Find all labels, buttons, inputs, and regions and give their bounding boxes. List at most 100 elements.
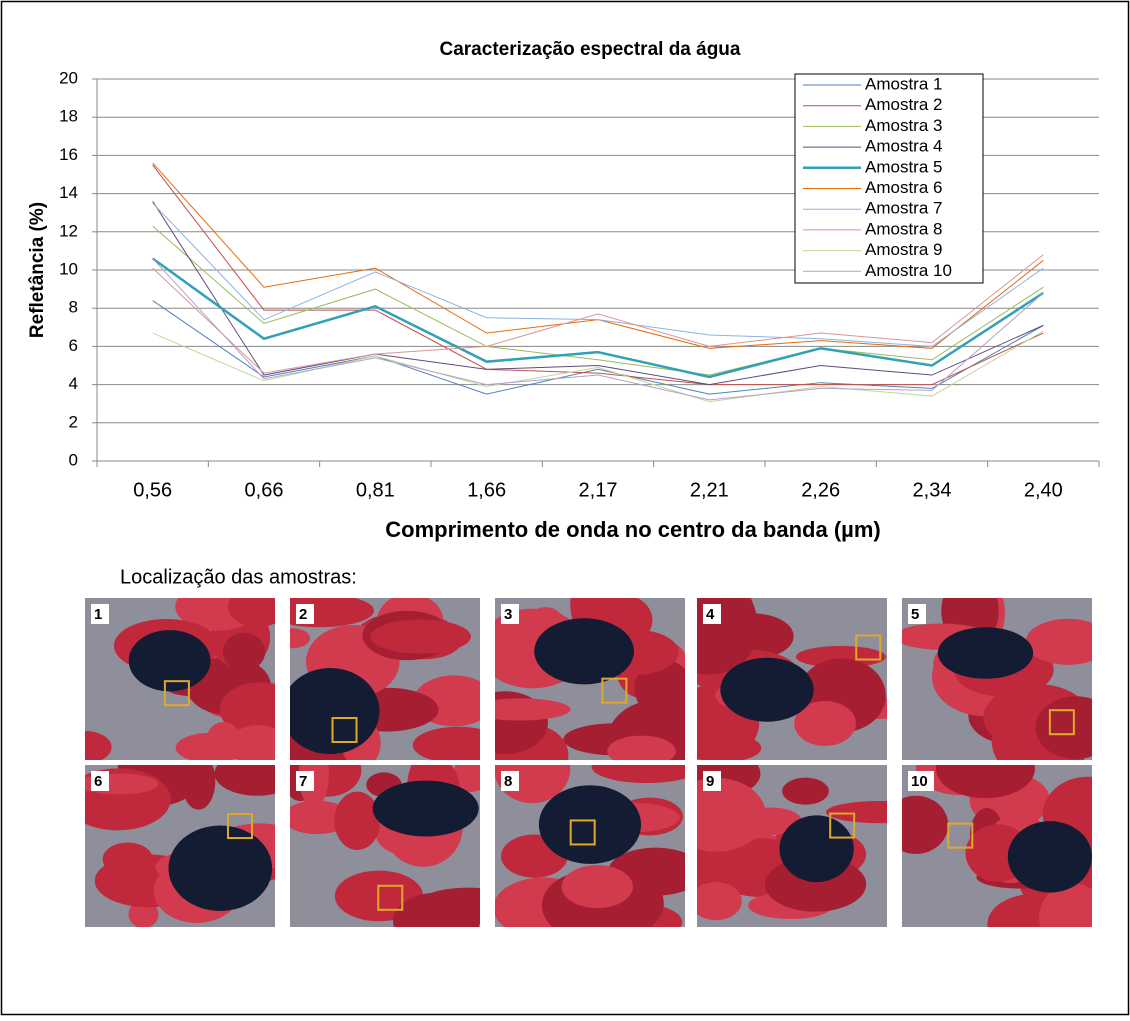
x-tick-label: 2,26 — [801, 479, 840, 501]
label-box — [296, 604, 314, 624]
vegetation-patch — [607, 735, 676, 760]
sample-thumbnail: 10 — [902, 765, 1092, 927]
sample-box — [1048, 709, 1075, 736]
legend-label: Amostra 10 — [865, 261, 952, 280]
vegetation-patch — [370, 619, 471, 654]
sample-thumbnail: 4 — [697, 598, 887, 760]
thumb-image: 7 — [290, 765, 480, 927]
y-tick-label: 20 — [59, 68, 78, 87]
thumb-label: 4 — [706, 606, 715, 623]
thumb-image: 5 — [902, 598, 1092, 760]
thumb-image: 8 — [495, 765, 685, 927]
y-tick-label: 6 — [69, 336, 78, 355]
sample-box — [163, 680, 190, 707]
x-tick-label: 2,40 — [1024, 479, 1063, 501]
thumb-image: 2 — [290, 598, 480, 760]
sample-box — [947, 822, 974, 849]
water-body — [720, 657, 814, 722]
x-axis-title: Comprimento de onda no centro da banda (… — [385, 517, 880, 542]
x-tick-label: 0,81 — [356, 479, 395, 501]
y-tick-label: 0 — [69, 450, 78, 469]
vegetation-patch — [181, 765, 216, 810]
series-line — [152, 225, 1044, 376]
legend-label: Amostra 3 — [865, 116, 942, 135]
sample-thumbnail: 1 — [85, 598, 275, 760]
vegetation-patch — [782, 777, 829, 805]
vegetation-patch — [228, 598, 275, 628]
vegetation-patch — [634, 659, 685, 718]
thumb-image: 3 — [495, 598, 685, 760]
vegetation-patch — [697, 777, 766, 852]
series-line — [152, 330, 1044, 403]
y-tick-label: 14 — [59, 183, 78, 202]
y-tick-label: 2 — [69, 412, 78, 431]
sample-box — [601, 677, 628, 704]
label-box — [501, 604, 519, 624]
water-body — [937, 627, 1034, 679]
thumb-image: 10 — [902, 765, 1092, 927]
legend-label: Amostra 4 — [865, 137, 942, 156]
x-tick-label: 2,21 — [690, 479, 729, 501]
series-line — [152, 202, 1044, 347]
sample-thumbnail: 8 — [495, 765, 685, 927]
legend-label: Amostra 9 — [865, 240, 942, 259]
legend-label: Amostra 1 — [865, 74, 942, 93]
sample-thumbnail: 3 — [495, 598, 685, 760]
vegetation-patch — [290, 628, 311, 649]
vegetation-patch — [453, 765, 480, 793]
water-body — [372, 780, 479, 837]
chart-title: Caracterização espectral da água — [440, 39, 741, 60]
label-box — [501, 771, 519, 791]
sample-box — [829, 812, 856, 839]
vegetation-patch — [392, 892, 480, 927]
vegetation-patch — [175, 732, 247, 760]
water-body — [128, 630, 211, 692]
y-tick-label: 18 — [59, 107, 78, 126]
sample-box — [855, 634, 882, 661]
vegetation-patch — [935, 765, 1035, 799]
label-box — [91, 771, 109, 791]
thumb-label: 2 — [299, 606, 307, 623]
water-body — [534, 618, 635, 685]
water-body — [1007, 821, 1092, 893]
vegetation-patch — [825, 800, 887, 824]
sample-box — [569, 819, 596, 846]
y-axis-title: Refletância (%) — [27, 202, 48, 338]
vegetation-patch — [697, 844, 746, 892]
y-tick-label: 16 — [59, 145, 78, 164]
series-line — [152, 254, 1044, 374]
vegetation-patch — [795, 645, 886, 668]
sample-thumbnail: 7 — [290, 765, 480, 927]
legend-label: Amostra 5 — [865, 157, 942, 176]
label-box — [703, 771, 721, 791]
label-box — [703, 604, 721, 624]
vegetation-patch — [222, 632, 266, 671]
y-tick-label: 8 — [69, 298, 78, 317]
thumb-label: 8 — [504, 773, 512, 790]
vegetation-patch — [334, 791, 381, 851]
vegetation-patch — [1039, 883, 1092, 927]
x-tick-label: 2,34 — [913, 479, 952, 501]
water-body — [779, 815, 854, 883]
sample-box — [226, 813, 253, 840]
vegetation-patch — [495, 698, 571, 721]
vegetation-patch — [85, 730, 112, 760]
vegetation-patch — [561, 865, 633, 909]
sample-thumbnail: 5 — [902, 598, 1092, 760]
series-line — [152, 200, 1044, 386]
thumb-label: 3 — [504, 606, 512, 623]
legend-box — [794, 73, 984, 284]
x-tick-label: 0,66 — [245, 479, 284, 501]
legend-label: Amostra 8 — [865, 219, 942, 238]
sample-box — [331, 717, 358, 744]
legend-label: Amostra 2 — [865, 95, 942, 114]
locations-caption: Localização das amostras: — [120, 566, 357, 588]
y-tick-label: 12 — [59, 221, 78, 240]
series-line — [152, 300, 1044, 395]
thumb-image: 4 — [697, 598, 887, 760]
vegetation-patch — [1025, 618, 1092, 665]
thumb-label: 10 — [911, 773, 928, 790]
vegetation-patch — [412, 726, 480, 760]
sample-thumbnail: 2 — [290, 598, 480, 760]
vegetation-patch — [794, 700, 856, 746]
